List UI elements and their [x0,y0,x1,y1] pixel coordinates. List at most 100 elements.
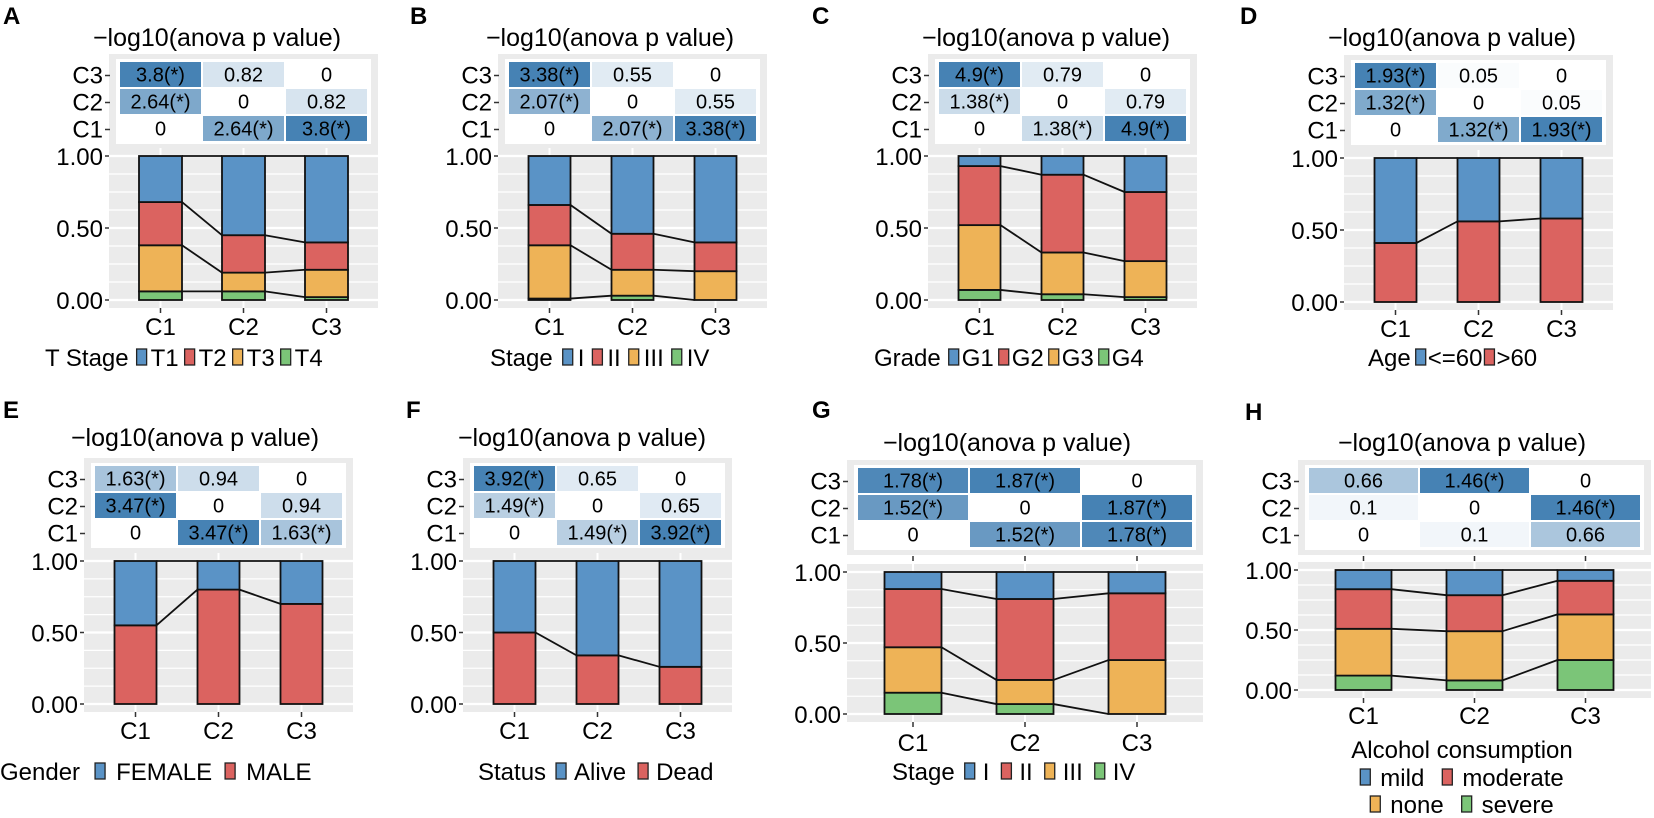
bar-segment-ii-c1 [527,204,572,247]
x-tick-label: C2 [203,718,234,745]
bar-segment-alive-c1 [492,560,537,634]
bar-segment-dead-c1 [492,631,537,705]
bar-segment-mild-c2 [1445,569,1504,597]
heatmap-cell-label: 0 [1390,120,1401,142]
y-tick-label: 0.50 [794,631,841,658]
heatmap-cell-label: 2.64(*) [130,92,190,114]
heatmap-cell [509,116,590,141]
heatmap-cell-label: 0 [710,65,721,87]
x-tick-label: C1 [898,730,929,757]
heatmap-title: −log10(anova p value) [486,24,734,52]
heatmap-cell [1082,468,1192,493]
x-tick-label: C2 [1463,316,1494,343]
y-tick-label: 0.50 [410,621,457,648]
bar-segment-male-c3 [279,603,324,705]
heatmap-cell-label: 4.9(*) [955,65,1004,87]
y-tick-label: 1.00 [31,549,78,576]
connector-line [264,234,306,244]
legend: Stage I II III IV [490,345,709,372]
connector-line [1053,659,1109,681]
legend-swatch-dead [637,762,649,780]
y-tick-label: 0.00 [31,692,78,719]
legend-item-label: Dead [656,759,713,786]
heatmap-cell [970,468,1080,493]
heatmap-row-label: C3 [891,63,922,90]
panel-letter: B [410,3,427,30]
heatmap-row-label: C2 [810,496,841,523]
heatmap-title: −log10(anova p value) [71,424,319,452]
bar-segment-i-c1 [527,155,572,206]
legend-item-label: G3 [1062,345,1094,372]
legend-swatch-g4 [1098,348,1110,366]
heatmap-cell-label: 0.05 [1542,93,1581,115]
x-tick-label: C2 [582,718,613,745]
y-tick-label: 0.50 [31,621,78,648]
legend-item-label: severe [1482,792,1554,818]
heatmap-row-label: C2 [1261,496,1292,523]
heatmap-cell-label: 3.38(*) [685,119,745,141]
y-tick-label: 0.00 [794,702,841,729]
heatmap-cell [1355,63,1436,88]
heatmap-cell [1105,62,1186,87]
heatmap-cell-label: 0.94 [282,496,321,518]
legend-item-label: III [1063,759,1083,786]
legend-item-label: none [1390,792,1443,818]
heatmap-cell [203,89,284,114]
x-tick-label: C3 [1546,316,1577,343]
heatmap-cell [1082,495,1192,520]
heatmap-row-label: C1 [47,521,78,548]
heatmap-cell-label: 0 [1469,498,1480,520]
heatmap-cell [1309,495,1418,520]
heatmap-cell [203,116,284,141]
bar-segment-t1-c1 [138,155,183,203]
heatmap-row-label: C1 [72,117,103,144]
heatmap-cell [95,493,176,518]
heatmap-row-label: C3 [810,469,841,496]
legend-swatch--60 [1415,348,1427,366]
bar-segment-g2-c1 [957,165,1002,227]
heatmap-cell-label: 0.79 [1043,65,1082,87]
bar-segment-ii-c2 [995,598,1055,681]
bar-segment-dead-c3 [658,665,703,705]
x-tick-label: C2 [1047,314,1078,341]
x-tick-label: C1 [534,314,565,341]
heatmap-cell [1082,522,1192,547]
x-tick-label: C1 [120,718,151,745]
heatmap-row-label: C3 [461,63,492,90]
heatmap-cell-label: 0 [544,119,555,141]
x-tick-label: C2 [617,314,648,341]
heatmap-cell-label: 0.55 [696,92,735,114]
heatmap-cell-label: 1.32(*) [1365,93,1425,115]
bar-segment--60-c3 [1539,157,1584,220]
heatmap-cell-label: 0 [296,469,307,491]
legend-title: Gender [0,759,80,786]
bar-segment-t4-c2 [221,290,266,301]
y-tick-label: 0.00 [1291,290,1338,317]
y-tick-label: 0.50 [56,216,103,243]
panel-letter: C [812,3,829,30]
heatmap-cell [120,89,201,114]
heatmap-cell-label: 1.63(*) [105,469,165,491]
legend-item-label: III [644,345,664,372]
panel-d: D −log10(anova p value) C3 1.93(*) 0.05 0 C2 1.… [1240,3,1613,372]
y-tick-label: 0.00 [1245,678,1292,705]
heatmap-cell-label: 1.87(*) [995,471,1055,493]
connector-line [1000,165,1042,176]
heatmap-title: −log10(anova p value) [93,24,341,52]
connector-line [618,654,660,668]
heatmap-cell-label: 0 [1140,65,1151,87]
heatmap-row-label: C1 [1307,118,1338,145]
bar-segment-iii-c1 [527,244,572,300]
bar-segment-iii-c1 [883,646,943,694]
y-tick-label: 0.00 [445,288,492,315]
heatmap-cell-label: 0.79 [1126,92,1165,114]
heatmap-cell [509,89,590,114]
heatmap-cell-label: 1.32(*) [1448,120,1508,142]
legend-item-label: T4 [295,345,323,372]
heatmap-cell [675,62,756,87]
legend-item-label: IV [1113,759,1136,786]
heatmap-title: −log10(anova p value) [883,429,1131,457]
x-tick-label: C3 [700,314,731,341]
legend-item-label: moderate [1462,765,1563,792]
legend-swatch-g1 [948,348,960,366]
